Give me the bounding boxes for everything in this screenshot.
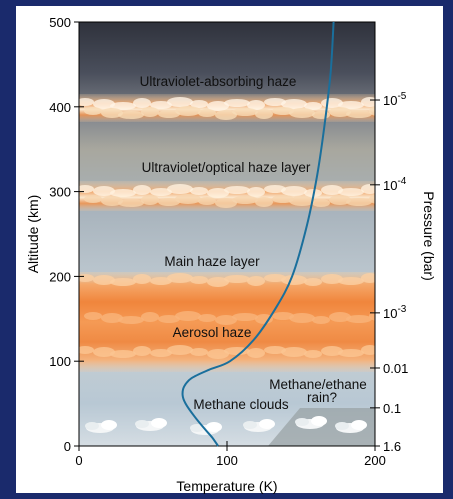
y-tick-label: 200 xyxy=(49,269,71,284)
layer-labels: Ultraviolet-absorbing haze Ultraviolet/o… xyxy=(140,74,367,412)
atmosphere-illustration xyxy=(79,22,375,446)
x-axis-label: Temperature (K) xyxy=(176,478,277,494)
layer-label-methane-clouds: Methane clouds xyxy=(193,397,289,412)
pressure-tick-label: 0.1 xyxy=(383,401,401,416)
axis-labels: Temperature (K) Altitude (km) Pressure (… xyxy=(25,191,437,494)
layer-label-rain: rain? xyxy=(307,390,337,405)
x-tick-label: 100 xyxy=(216,453,238,468)
layer-label-uv-haze: Ultraviolet-absorbing haze xyxy=(140,74,297,89)
rain-streaks xyxy=(268,408,375,446)
y-tick-label: 0 xyxy=(64,439,71,454)
pressure-tick-label: 10-3 xyxy=(383,304,407,321)
axis-ticks: 0 100 200 300 400 500 0 100 200 10-5 10-4 10-3 0.01 0… xyxy=(49,15,408,468)
x-tick-label: 0 xyxy=(75,453,82,468)
layer-label-optical-haze: Ultraviolet/optical haze layer xyxy=(142,160,311,175)
layer-label-aerosol-haze: Aerosol haze xyxy=(173,325,252,340)
y-tick-label: 500 xyxy=(49,15,71,30)
y-tick-label: 100 xyxy=(49,354,71,369)
pressure-tick-label: 10-5 xyxy=(383,91,407,108)
pressure-axis-label: Pressure (bar) xyxy=(421,191,437,280)
temperature-profile-curve xyxy=(181,21,335,447)
layer-label-main-haze: Main haze layer xyxy=(164,254,260,269)
pressure-tick-label: 10-4 xyxy=(383,176,407,193)
y-tick-label: 400 xyxy=(49,100,71,115)
pressure-tick-label: 0.01 xyxy=(383,361,408,376)
haze-texture xyxy=(79,97,375,359)
layer-label-methane-ethane: Methane/ethane xyxy=(269,377,367,392)
y-axis-label: Altitude (km) xyxy=(25,195,41,274)
x-tick-label: 200 xyxy=(364,453,386,468)
pressure-tick-label: 1.6 xyxy=(383,439,401,454)
y-tick-label: 300 xyxy=(49,185,71,200)
